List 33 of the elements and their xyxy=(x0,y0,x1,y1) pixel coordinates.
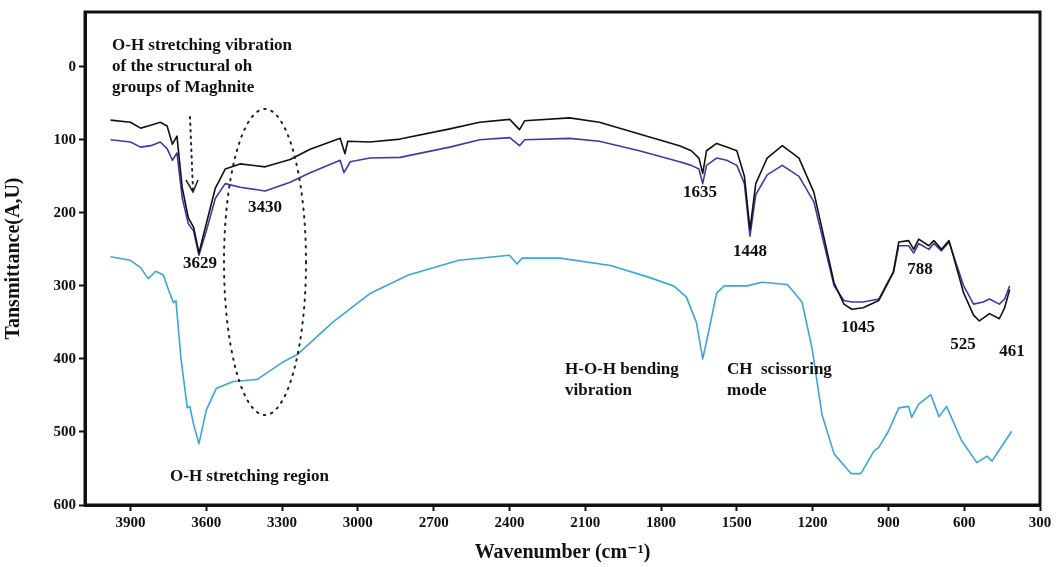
x-tick-label: 3300 xyxy=(267,513,298,530)
x-tick-label: 2700 xyxy=(418,513,449,530)
annotation: H-O-H bending vibration xyxy=(565,358,680,399)
x-tick-label: 1200 xyxy=(797,513,828,530)
annotation: O-H stretching region xyxy=(170,466,330,486)
x-tick-label: 1500 xyxy=(721,513,752,530)
x-tick-label: 2400 xyxy=(494,513,525,530)
x-tick-label: 2100 xyxy=(570,513,601,530)
y-tick-label: 600 xyxy=(53,495,76,512)
x-tick-label: 600 xyxy=(952,513,976,530)
x-axis-title: Wavenumber (cm⁻¹) xyxy=(474,540,651,564)
x-tick-label: 3600 xyxy=(191,513,222,530)
x-tick-label: 900 xyxy=(877,513,900,530)
y-tick-label: 400 xyxy=(53,349,76,366)
annotation: 1635 xyxy=(683,182,717,202)
y-tick-label: 200 xyxy=(53,203,76,220)
annotation: 525 xyxy=(950,334,976,354)
annotation: 3430 xyxy=(248,197,282,217)
annotation: 461 xyxy=(999,341,1025,361)
y-axis-title: Tansmittance(A,U) xyxy=(1,177,25,340)
annotation: 1448 xyxy=(733,241,767,261)
y-tick-label: 500 xyxy=(53,422,76,439)
y-tick-label: 0 xyxy=(68,57,76,74)
x-tick-label: 3000 xyxy=(342,513,373,530)
annotation: 1045 xyxy=(841,317,875,337)
x-tick-label: 300 xyxy=(1028,513,1052,530)
x-tick-label: 3900 xyxy=(115,513,146,530)
y-tick-label: 100 xyxy=(53,130,76,147)
annotation: 3629 xyxy=(183,253,217,273)
x-tick-label: 1800 xyxy=(646,513,677,530)
annotation: 788 xyxy=(907,259,933,279)
y-tick-label: 300 xyxy=(53,276,76,293)
annotation: O-H stretching vibration of the structural oh groups of Maghnite xyxy=(112,35,293,97)
